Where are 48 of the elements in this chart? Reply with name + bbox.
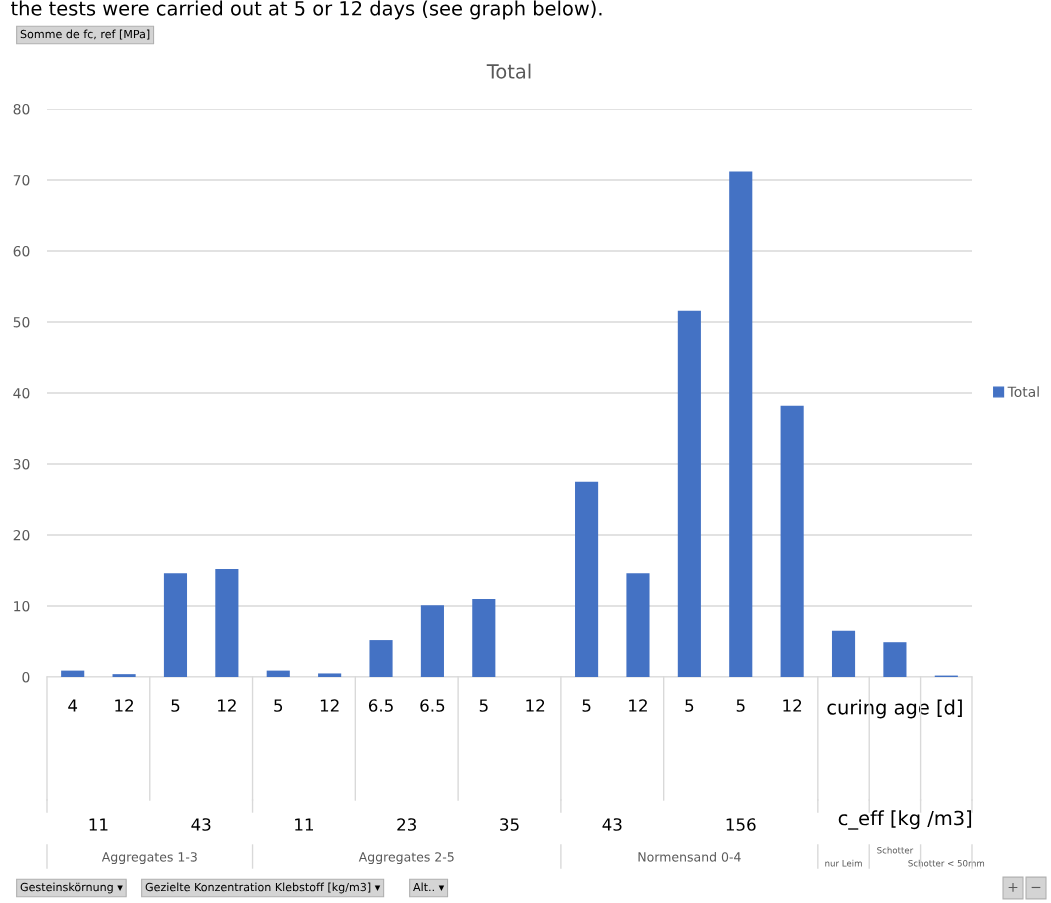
x-tick-label: 6.5 [420, 699, 445, 712]
text: 35 [500, 818, 519, 831]
text: Gezielte Konzentration Klebstoff [kg/m3] ▾ [145, 882, 381, 894]
y-tick-label: 60 [13, 245, 30, 257]
text: Aggregates 1-3 [101, 852, 197, 865]
y-tick-label: 0 [22, 671, 30, 683]
text: the tests were carried out at 5 or 12 days (see graph below). [11, 0, 602, 20]
text: − [1031, 886, 1041, 889]
text: Alt.. ▾ [413, 882, 445, 892]
y-tick-label: 50 [13, 316, 30, 328]
text: Somme de fc, ref [MPa] [20, 29, 150, 40]
y-tick-label: 20 [13, 529, 30, 541]
x-tick-label: 5 [685, 699, 694, 712]
y-tick-label: 40 [13, 387, 30, 399]
text: Schotter [877, 846, 914, 854]
text: 11 [295, 818, 314, 831]
text: Gesteinskörnung ▾ [20, 882, 123, 894]
x-tick-label: 12 [320, 699, 339, 712]
text: + [1008, 883, 1018, 892]
text: c_eff [kg /m3] [838, 810, 972, 830]
text: 43 [602, 818, 622, 831]
x-tick-label: 5 [274, 699, 283, 712]
x-tick-label: 6.5 [368, 699, 393, 712]
x-tick-label: 12 [526, 699, 545, 712]
y-tick-label: 70 [13, 174, 30, 186]
y-tick-label: 30 [13, 458, 30, 470]
chart-title: Total [486, 63, 531, 79]
x-tick-label: 5 [736, 699, 745, 712]
text: curing age [d] [827, 699, 962, 719]
text: 11 [89, 818, 108, 831]
text: Normensand 0-4 [638, 851, 741, 862]
text: Aggregates 2-5 [358, 852, 454, 865]
x-tick-label: 12 [115, 699, 134, 712]
y-tick-label: 80 [13, 103, 30, 115]
x-tick-label: 5 [479, 699, 488, 712]
text: 23 [397, 818, 416, 831]
x-tick-label: 12 [629, 699, 647, 712]
legend-label: Total [1007, 386, 1039, 398]
y-tick-label: 10 [14, 600, 30, 612]
text: Schotter < 50mm [908, 859, 985, 867]
x-tick-label: 12 [783, 699, 802, 712]
text: nur Leim [825, 859, 862, 867]
x-tick-label: 5 [171, 699, 180, 712]
x-tick-label: 5 [582, 699, 591, 712]
x-tick-label: 12 [218, 699, 236, 712]
text: 43 [191, 818, 211, 831]
x-tick-label: 4 [68, 699, 78, 712]
text: 156 [726, 818, 756, 831]
